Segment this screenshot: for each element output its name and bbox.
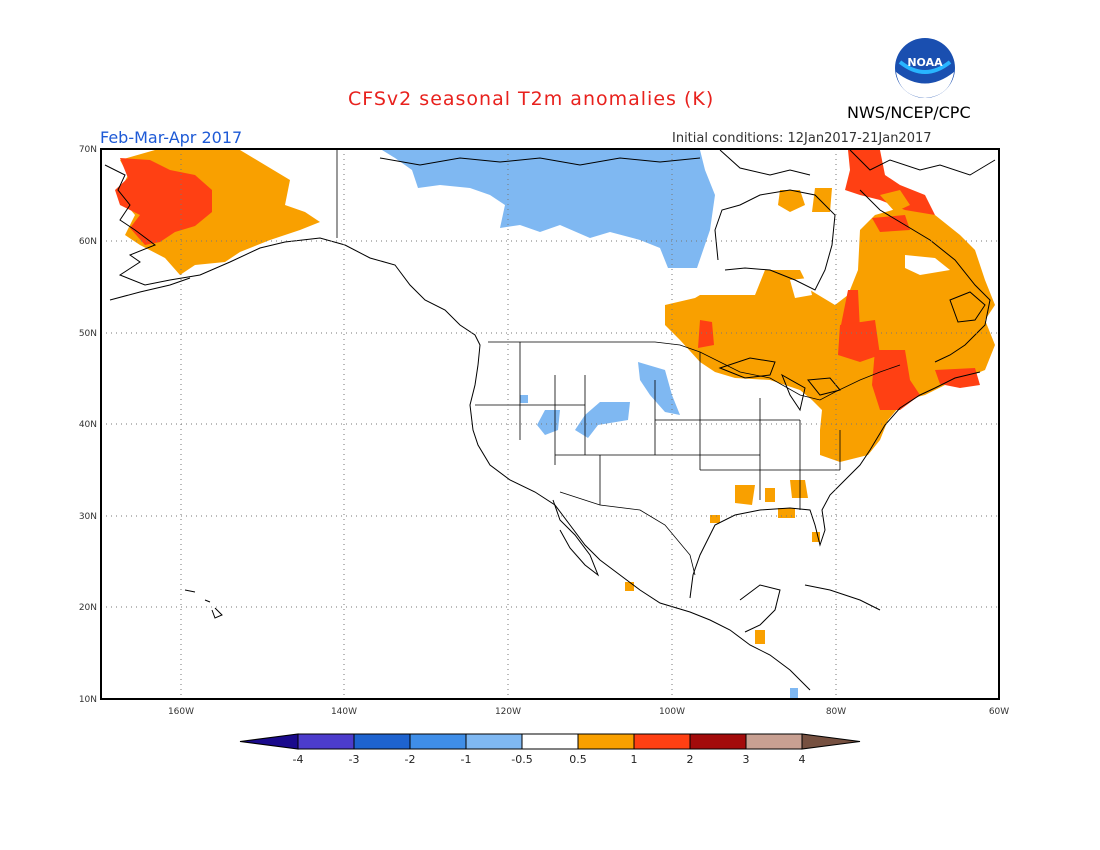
lat-label-40n: 40N bbox=[79, 420, 97, 430]
lat-label-20n: 20N bbox=[79, 603, 97, 613]
logo-text: NOAA bbox=[907, 56, 943, 69]
lon-label-80w: 80W bbox=[826, 707, 846, 717]
lat-label-30n: 30N bbox=[79, 512, 97, 522]
colorbar-swatch bbox=[745, 733, 803, 750]
lon-label-160w: 160W bbox=[168, 707, 194, 717]
initial-conditions-label: Initial conditions: 12Jan2017-21Jan2017 bbox=[672, 131, 932, 146]
lat-label-50n: 50N bbox=[79, 329, 97, 339]
noaa-logo: NOAA bbox=[895, 38, 955, 98]
lon-label-60w: 60W bbox=[989, 707, 1009, 717]
lon-label-120w: 120W bbox=[495, 707, 521, 717]
colorbar-swatch bbox=[689, 733, 747, 750]
lat-label-10n: 10N bbox=[79, 695, 97, 705]
colorbar-swatch bbox=[633, 733, 691, 750]
lon-labels: 160W 140W 120W 100W 80W 60W bbox=[168, 707, 1009, 717]
colorbar-swatch bbox=[521, 733, 579, 750]
coastlines bbox=[104, 149, 996, 691]
colorbar-swatch bbox=[353, 733, 411, 750]
colorbar-label: -3 bbox=[349, 753, 360, 766]
lat-labels: 70N 60N 50N 40N 30N 20N 10N bbox=[79, 145, 97, 705]
colorbar-label: 3 bbox=[743, 753, 750, 766]
colorbar-label: -1 bbox=[461, 753, 472, 766]
map-title: CFSv2 seasonal T2m anomalies (K) bbox=[348, 88, 715, 110]
anomaly-fields bbox=[115, 150, 995, 698]
graticule bbox=[101, 149, 999, 699]
colorbar-label: 1 bbox=[631, 753, 638, 766]
colorbar-swatch bbox=[409, 733, 467, 750]
colorbar-label: 0.5 bbox=[569, 753, 587, 766]
lat-label-60n: 60N bbox=[79, 237, 97, 247]
lon-label-100w: 100W bbox=[659, 707, 685, 717]
colorbar: -4 -3 -2 -1 -0.5 0.5 1 2 3 4 bbox=[239, 733, 861, 766]
season-label: Feb-Mar-Apr 2017 bbox=[100, 128, 243, 147]
colorbar-label: -2 bbox=[405, 753, 416, 766]
colorbar-swatch bbox=[297, 733, 355, 750]
colorbar-label: -4 bbox=[293, 753, 304, 766]
agency-label: NWS/NCEP/CPC bbox=[847, 103, 971, 122]
colorbar-label: 4 bbox=[799, 753, 806, 766]
borders bbox=[336, 150, 901, 576]
colorbar-min-arrow bbox=[239, 733, 299, 750]
map-area bbox=[100, 148, 1000, 700]
colorbar-max-arrow bbox=[801, 733, 861, 750]
colorbar-label: -0.5 bbox=[511, 753, 532, 766]
lat-label-70n: 70N bbox=[79, 145, 97, 155]
colorbar-swatch bbox=[465, 733, 523, 750]
colorbar-swatch bbox=[577, 733, 635, 750]
colorbar-label: 2 bbox=[687, 753, 694, 766]
lon-label-140w: 140W bbox=[331, 707, 357, 717]
